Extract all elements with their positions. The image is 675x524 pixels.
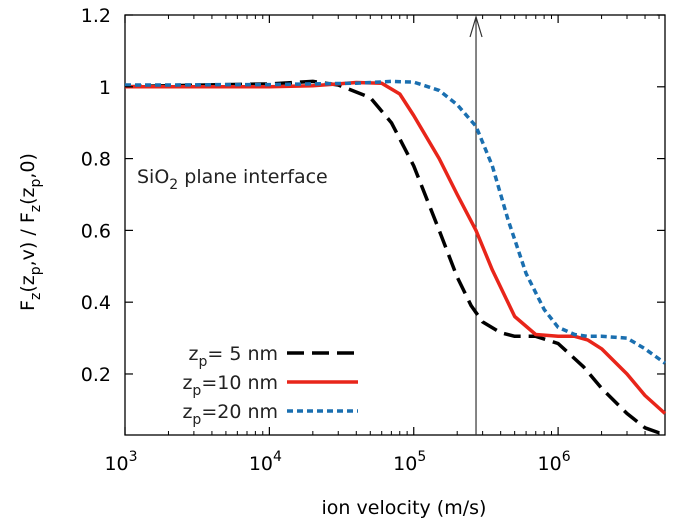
x-tick-label-1: 104	[249, 449, 282, 475]
x-axis-label: ion velocity (m/s)	[322, 497, 487, 519]
y-tick-label-1: 0.4	[81, 292, 111, 314]
x-tick-label-3: 106	[538, 449, 571, 475]
legend-label-0: zp= 5 nm	[188, 343, 278, 370]
y-axis-label: Fz(zp,v) / Fz(zp,0)	[17, 153, 44, 311]
y-tick-label-3: 0.8	[81, 149, 111, 171]
y-tick-label-0: 0.2	[81, 364, 111, 386]
legend-label-1: zp=10 nm	[182, 372, 278, 399]
x-tick-label-2: 105	[393, 449, 426, 475]
y-tick-label-2: 0.6	[81, 220, 111, 242]
y-tick-label-4: 1	[99, 77, 111, 99]
series-line-2	[125, 81, 665, 363]
x-tick-label-0: 103	[104, 449, 137, 475]
axis-ticks: 103 104 105 106 0.2 0.4 0.6 0.8 1 1.2	[81, 5, 665, 475]
y-tick-label-5: 1.2	[81, 5, 111, 27]
legend-label-2: zp=20 nm	[182, 401, 278, 428]
chart-annotation: SiO2 plane interface	[137, 166, 328, 193]
